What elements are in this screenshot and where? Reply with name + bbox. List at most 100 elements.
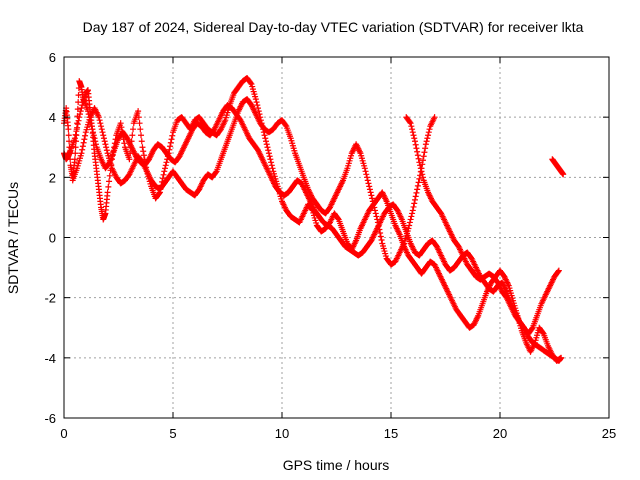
data-point-interp	[366, 186, 373, 193]
data-point-interp	[406, 219, 413, 226]
data-point-interp	[412, 141, 419, 148]
data-point-interp	[98, 126, 105, 133]
data-point-interp	[266, 153, 273, 160]
grid-lines	[64, 57, 609, 418]
data-point	[416, 159, 423, 166]
data-point-interp	[410, 132, 417, 139]
data-point	[104, 189, 111, 196]
data-point-interp	[263, 141, 270, 148]
data-point-interp	[372, 210, 379, 217]
data-point-interp	[79, 143, 86, 150]
data-point	[261, 132, 268, 139]
data-point-interp	[372, 207, 379, 214]
data-point-interp	[79, 146, 86, 153]
data-point	[65, 126, 72, 133]
data-point-interp	[74, 121, 81, 128]
data-point-interp	[72, 144, 79, 151]
data-point-interp	[368, 192, 375, 199]
data-point-interp	[77, 108, 84, 115]
data-point	[422, 141, 429, 148]
data-point-interp	[78, 105, 85, 112]
data-point-interp	[414, 148, 421, 155]
data-point-interp	[99, 129, 106, 136]
data-point-interp	[376, 226, 383, 233]
data-point-interp	[413, 189, 420, 196]
data-point-interp	[375, 222, 382, 229]
data-point-interp	[167, 139, 174, 146]
data-point-interp	[140, 152, 147, 159]
data-point-interp	[265, 147, 272, 154]
data-point-interp	[423, 138, 430, 145]
data-point	[374, 219, 381, 226]
data-point-interp	[415, 155, 422, 162]
data-point-interp	[412, 193, 419, 200]
data-point-interp	[374, 216, 381, 223]
data-point	[76, 114, 83, 121]
data-point-interp	[169, 132, 176, 139]
x-tick-label: 0	[60, 426, 67, 441]
data-point-interp	[377, 229, 384, 236]
data-point-interp	[414, 152, 421, 159]
y-tick-label: 0	[49, 231, 56, 246]
data-point-interp	[419, 174, 426, 181]
data-point-interp	[253, 99, 260, 106]
data-point-interp	[212, 169, 219, 176]
data-point	[84, 108, 91, 115]
data-point-interp	[103, 144, 110, 151]
data-point-interp	[130, 126, 137, 133]
data-point-interp	[362, 168, 369, 175]
data-point-interp	[409, 126, 416, 133]
data-point-interp	[419, 171, 426, 178]
data-point-interp	[255, 105, 262, 112]
data-point-interp	[424, 135, 431, 142]
data-point-interp	[65, 132, 72, 139]
data-point-interp	[166, 146, 173, 153]
x-tick-label: 10	[275, 426, 289, 441]
data-point-interp	[262, 135, 269, 142]
data-point-interp	[367, 189, 374, 196]
data-point	[366, 183, 373, 190]
data-point-interp	[247, 80, 254, 87]
data-point-interp	[408, 213, 415, 220]
chart-title: Day 187 of 2024, Sidereal Day-to-day VTE…	[83, 19, 584, 35]
data-point	[265, 150, 272, 157]
data-point-interp	[416, 175, 423, 182]
data-point-interp	[269, 165, 276, 172]
data-point	[409, 207, 416, 214]
data-point-interp	[364, 177, 371, 184]
data-point-interp	[138, 138, 145, 145]
data-point-interp	[105, 183, 112, 190]
data-point-interp	[91, 135, 98, 142]
data-point-interp	[73, 128, 80, 135]
data-point-interp	[334, 215, 341, 222]
y-tick-label: -6	[44, 411, 56, 426]
data-point-interp	[66, 138, 73, 145]
data-point-interp	[136, 120, 143, 127]
data-point-interp	[140, 148, 147, 155]
data-point-interp	[168, 136, 175, 143]
data-points	[61, 75, 567, 364]
data-point-interp	[118, 124, 125, 131]
data-point-interp	[97, 120, 104, 127]
data-point-interp	[72, 150, 79, 157]
data-point-interp	[411, 196, 418, 203]
data-point-interp	[98, 123, 105, 130]
data-point-interp	[167, 143, 174, 150]
data-point	[370, 201, 377, 208]
x-tick-label: 20	[493, 426, 507, 441]
data-point	[407, 120, 414, 127]
data-point-interp	[420, 153, 427, 160]
data-point-interp	[254, 102, 261, 109]
data-point-interp	[555, 268, 562, 275]
data-point-interp	[426, 126, 433, 133]
data-point	[135, 108, 142, 115]
data-point-interp	[129, 132, 136, 139]
data-point-interp	[268, 162, 275, 169]
data-point	[117, 120, 124, 127]
data-point-interp	[417, 165, 424, 172]
data-point-interp	[411, 200, 418, 207]
data-point-interp	[159, 175, 166, 182]
data-point-interp	[103, 147, 110, 154]
data-point	[560, 171, 567, 178]
